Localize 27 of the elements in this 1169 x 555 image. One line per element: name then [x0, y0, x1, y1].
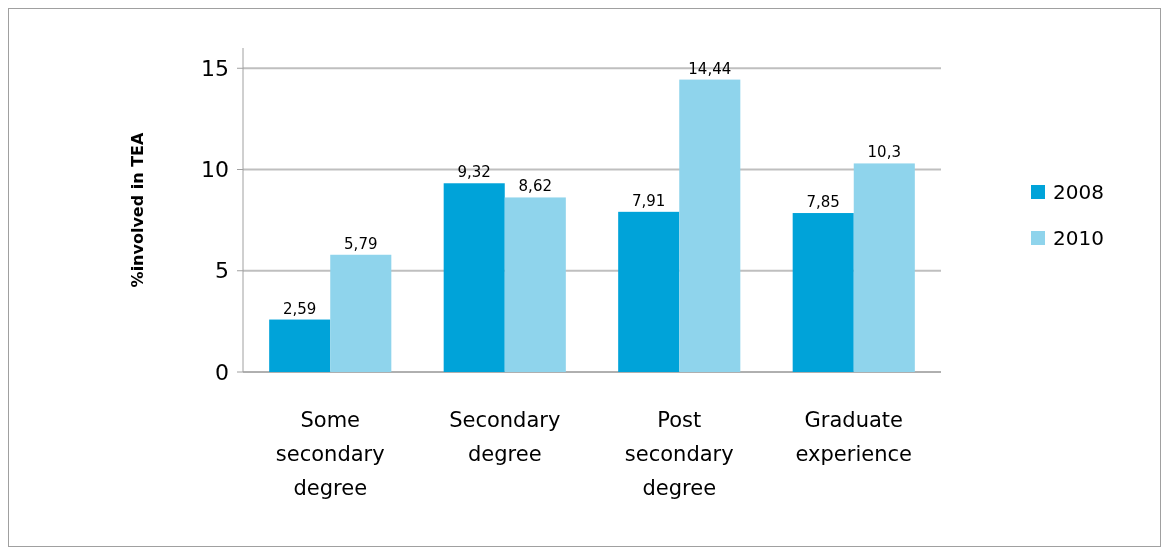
data-label: 10,3 — [867, 143, 901, 162]
bar — [618, 211, 680, 372]
y-tick-label: 10 — [201, 157, 229, 183]
x-tick-label: Secondary degree — [449, 408, 561, 466]
bar — [679, 79, 741, 372]
bar — [853, 163, 915, 372]
bar — [330, 254, 392, 372]
data-label: 9,32 — [457, 163, 491, 182]
bar — [504, 197, 566, 372]
data-label: 2,59 — [283, 299, 317, 318]
bar — [443, 183, 505, 372]
legend-label: 2010 — [1053, 226, 1104, 250]
y-tick-label: 15 — [201, 55, 229, 81]
y-tick-label: 0 — [215, 359, 229, 385]
legend-label: 2008 — [1053, 180, 1104, 204]
data-label: 7,85 — [806, 193, 840, 212]
data-label: 14,44 — [688, 59, 732, 78]
x-tick-label: Post secondary degree — [624, 408, 734, 500]
data-label: 7,91 — [632, 191, 666, 210]
x-tick-label: Some secondary degree — [275, 408, 385, 500]
bar — [792, 213, 854, 372]
x-tick-label: Graduate experience — [795, 408, 912, 466]
data-label: 8,62 — [518, 177, 552, 196]
y-axis-title: %involved in TEA — [128, 131, 147, 288]
y-tick-label: 5 — [215, 258, 229, 284]
bar — [269, 319, 331, 372]
data-label: 5,79 — [344, 234, 378, 253]
